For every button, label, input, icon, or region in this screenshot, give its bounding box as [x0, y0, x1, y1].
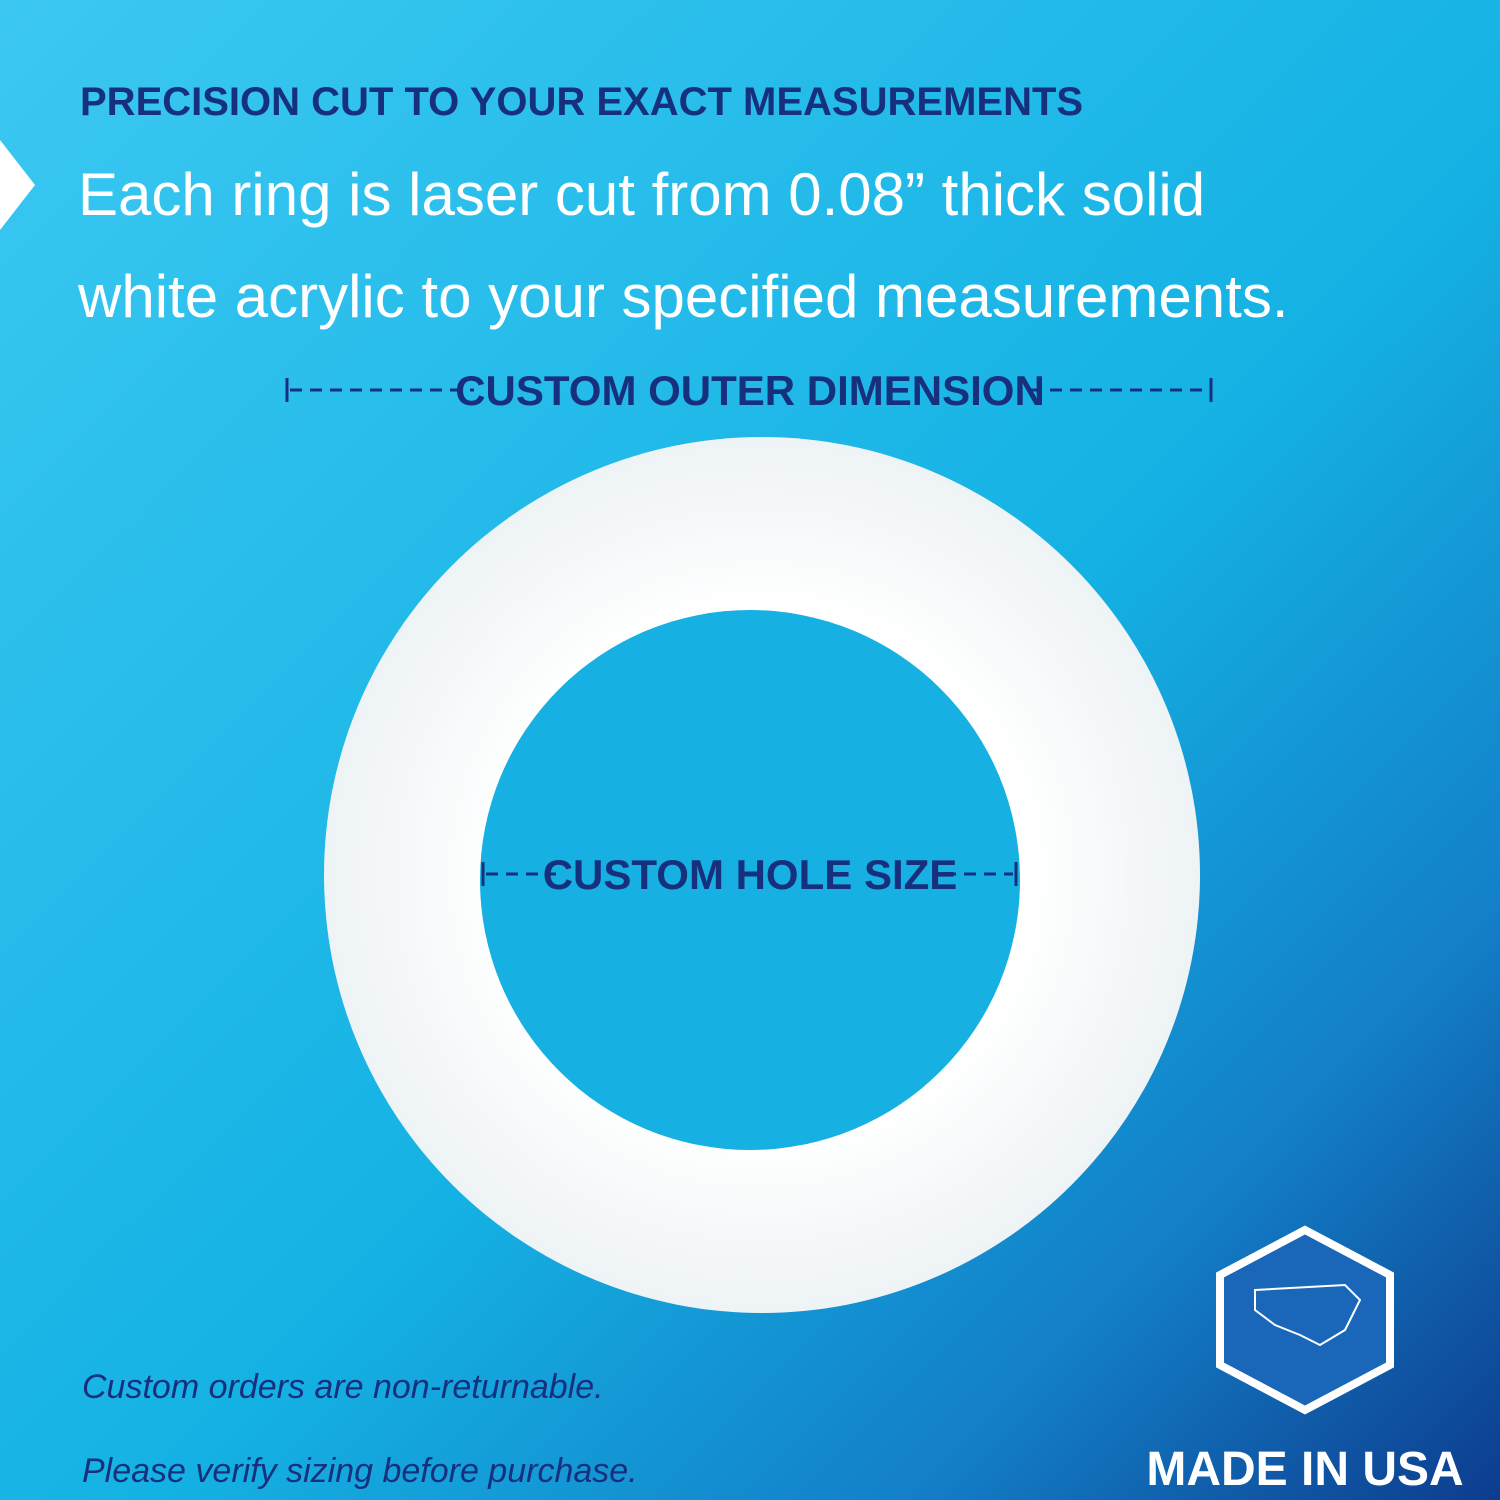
- hole-dim-line: [481, 862, 1018, 886]
- arrow-tab: [0, 140, 35, 230]
- outer-label: CUSTOM OUTER DIMENSION: [455, 367, 1045, 414]
- body-line: Each ring is laser cut from 0.08” thick …: [78, 161, 1205, 228]
- badge-icon: [1216, 1225, 1394, 1415]
- hole-label: CUSTOM HOLE SIZE: [543, 851, 958, 898]
- notice-line: Please verify sizing before purchase.: [82, 1452, 638, 1490]
- body-line: white acrylic to your specified measurem…: [77, 263, 1289, 330]
- headline: PRECISION CUT TO YOUR EXACT MEASUREMENTS: [80, 80, 1083, 124]
- ring-hole: [480, 610, 1020, 1150]
- badge-label: MADE IN USA: [1146, 1443, 1463, 1496]
- notice-line: Custom orders are non-returnable.: [82, 1368, 604, 1406]
- outer-dim-line: [285, 378, 1213, 402]
- usa-map: [1254, 1283, 1362, 1347]
